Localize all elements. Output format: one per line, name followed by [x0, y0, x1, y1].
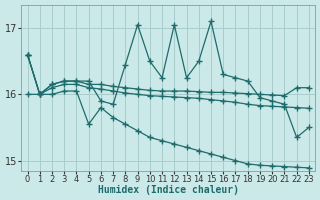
X-axis label: Humidex (Indice chaleur): Humidex (Indice chaleur) — [98, 185, 239, 195]
